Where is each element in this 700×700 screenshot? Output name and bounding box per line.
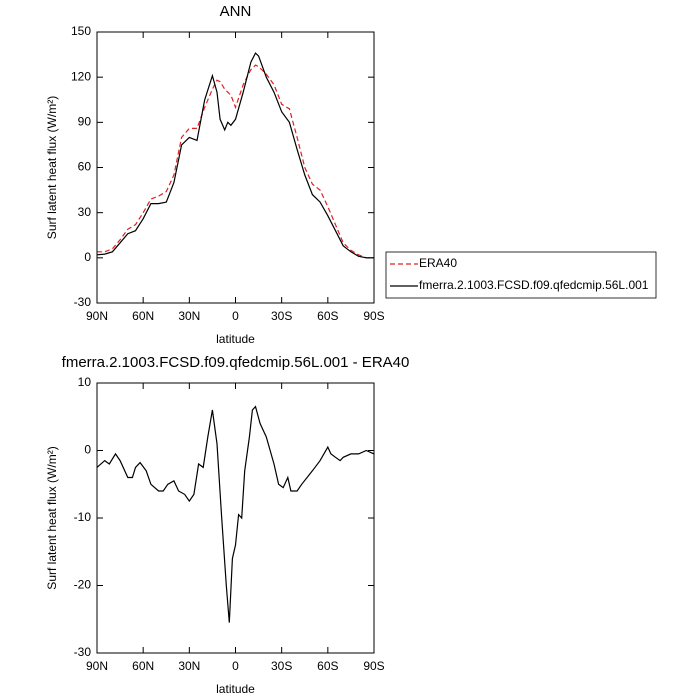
y-tick-label: 0 bbox=[84, 250, 91, 264]
data-line bbox=[96, 405, 375, 623]
x-tick-label: 60N bbox=[132, 309, 154, 323]
plot-frame bbox=[96, 31, 375, 304]
x-axis-label: latitude bbox=[216, 332, 255, 346]
x-tick-label: 30N bbox=[178, 309, 200, 323]
x-tick-label: 0 bbox=[232, 659, 239, 673]
x-axis-label: latitude bbox=[216, 682, 255, 696]
data-line bbox=[97, 64, 374, 259]
y-tick-label: -30 bbox=[74, 295, 92, 309]
y-tick-label: 120 bbox=[71, 69, 91, 83]
y-tick-label: 0 bbox=[84, 443, 91, 457]
x-tick-label: 90S bbox=[363, 659, 384, 673]
x-tick-label: 30N bbox=[178, 659, 200, 673]
y-tick-label: 30 bbox=[78, 205, 92, 219]
y-axis-label: Surf latent heat flux (W/m²) bbox=[45, 96, 59, 239]
data-line bbox=[96, 52, 374, 259]
x-tick-label: 30S bbox=[271, 659, 292, 673]
chart-title: ANN bbox=[220, 3, 252, 20]
x-tick-label: 60S bbox=[317, 659, 338, 673]
x-tick-label: 60S bbox=[317, 309, 338, 323]
y-tick-label: -30 bbox=[74, 645, 92, 659]
plot-frame bbox=[96, 382, 375, 654]
y-tick-label: -10 bbox=[74, 510, 92, 524]
y-tick-label: 90 bbox=[78, 115, 92, 129]
x-tick-label: 90N bbox=[86, 309, 108, 323]
legend-label: ERA40 bbox=[419, 256, 457, 270]
y-tick-label: 10 bbox=[78, 375, 92, 389]
y-tick-label: 150 bbox=[71, 24, 91, 38]
legend-label: fmerra.2.1003.FCSD.f09.qfedcmip.56L.001 bbox=[419, 278, 649, 292]
y-axis-label: Surf latent heat flux (W/m²) bbox=[45, 446, 59, 589]
chart-title: fmerra.2.1003.FCSD.f09.qfedcmip.56L.001 … bbox=[62, 354, 410, 371]
legend-box bbox=[385, 251, 657, 299]
x-tick-label: 30S bbox=[271, 309, 292, 323]
x-tick-label: 90N bbox=[86, 659, 108, 673]
x-tick-label: 0 bbox=[232, 309, 239, 323]
y-tick-label: 60 bbox=[78, 160, 92, 174]
x-tick-label: 60N bbox=[132, 659, 154, 673]
y-tick-label: -20 bbox=[74, 578, 92, 592]
x-tick-label: 90S bbox=[363, 309, 384, 323]
